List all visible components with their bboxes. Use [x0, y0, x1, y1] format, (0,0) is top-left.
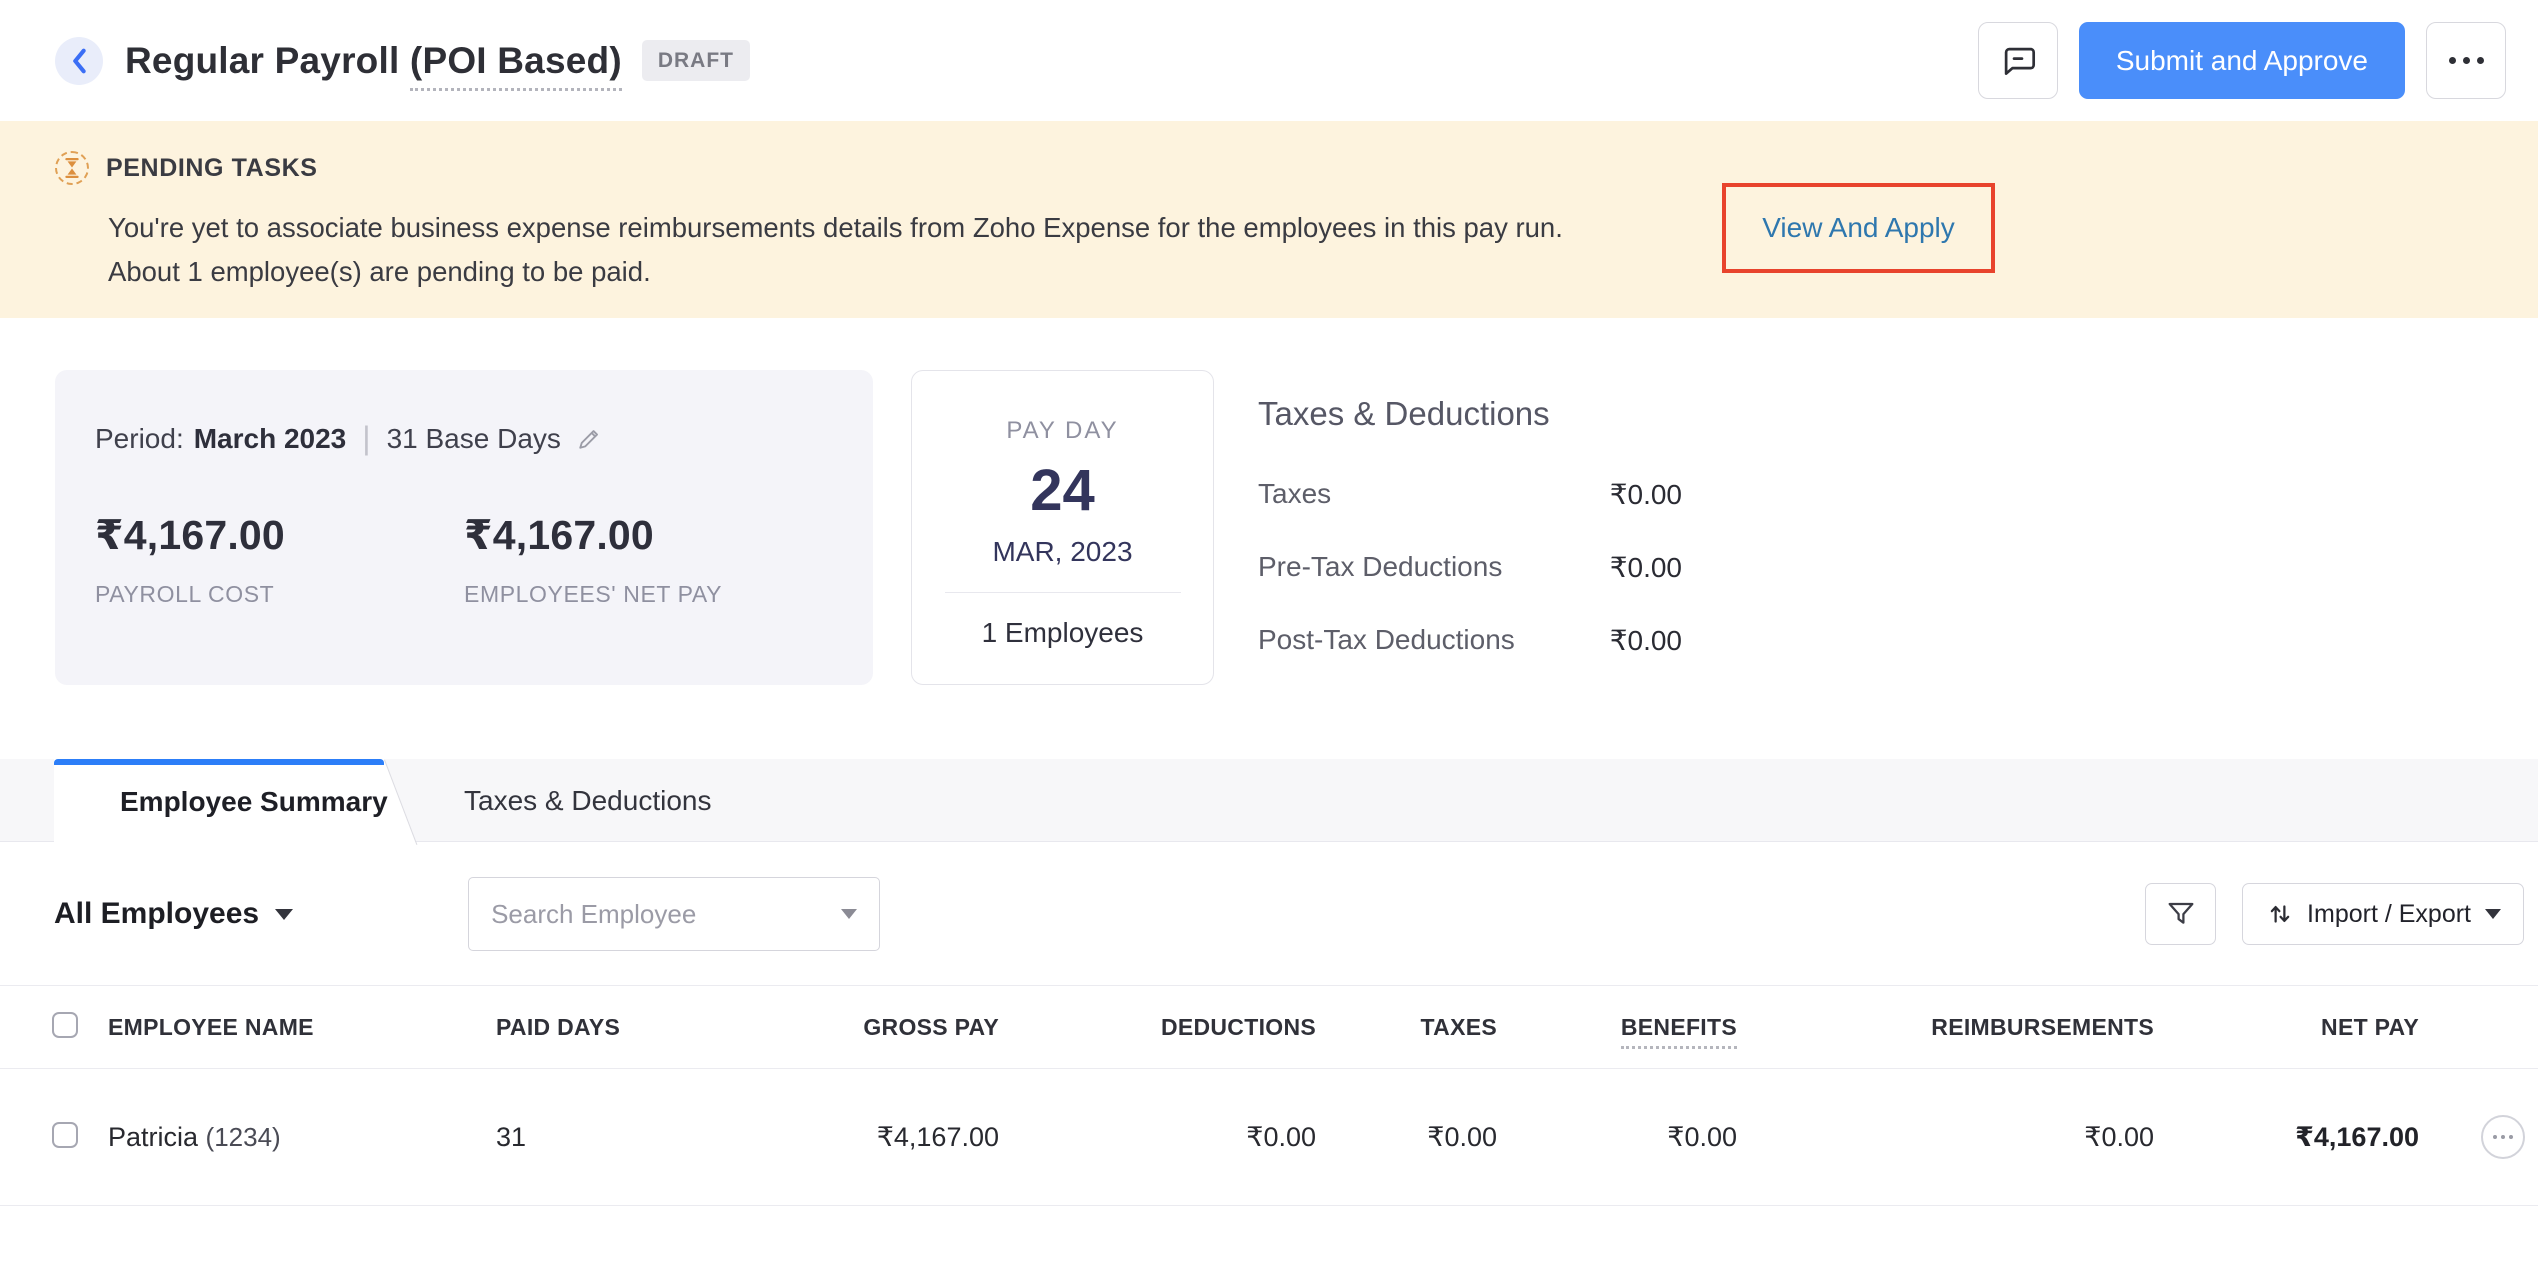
- net-pay-cell: ₹4,167.00: [2295, 1121, 2419, 1152]
- view-and-apply-highlight-box: View And Apply: [1722, 183, 1995, 273]
- page-title: Regular Payroll (POI Based): [125, 39, 622, 91]
- period-value: March 2023: [193, 422, 347, 454]
- paid-days-cell: 31: [496, 1121, 527, 1152]
- search-dropdown-icon: [841, 909, 858, 919]
- summary-cards: Period: March 2023 | 31 Base Days ₹4,167…: [0, 370, 2538, 693]
- period-line: Period: March 2023 | 31 Base Days: [95, 420, 833, 457]
- search-placeholder: Search Employee: [491, 898, 697, 929]
- tabs-bar: Employee Summary Taxes & Deductions: [0, 759, 2538, 846]
- taxes-deductions-panel: Taxes & Deductions Taxes ₹0.00 Pre-Tax D…: [1258, 370, 1682, 693]
- more-options-button[interactable]: [2426, 22, 2506, 99]
- employee-id: (1234): [205, 1121, 281, 1152]
- payday-divider: [944, 592, 1181, 593]
- row-actions-button[interactable]: [2481, 1115, 2525, 1159]
- amounts-row: ₹4,167.00 PAYROLL COST ₹4,167.00 EMPLOYE…: [95, 511, 833, 608]
- employee-toolbar: All Employees Search Employee Import / E…: [0, 843, 2538, 985]
- chevron-down-icon: [2485, 909, 2501, 919]
- taxes-label: Taxes: [1258, 478, 1332, 509]
- back-button[interactable]: [55, 36, 103, 85]
- submit-and-approve-button[interactable]: Submit and Approve: [2078, 22, 2405, 99]
- col-benefits: BENEFITS: [1497, 1013, 1737, 1049]
- employee-summary-table: EMPLOYEE NAME PAID DAYS GROSS PAY DEDUCT…: [0, 985, 2538, 1206]
- page-title-poi: (POI Based): [409, 39, 622, 91]
- payroll-cost-value: ₹4,167.00: [95, 512, 285, 558]
- tab-employee-summary[interactable]: Employee Summary: [54, 759, 474, 846]
- payday-employee-count: 1 Employees: [981, 617, 1144, 648]
- taxes-panel-title: Taxes & Deductions: [1258, 395, 1550, 432]
- tab-taxes-deductions[interactable]: Taxes & Deductions: [464, 784, 712, 816]
- filter-button[interactable]: [2145, 883, 2217, 945]
- view-and-apply-link[interactable]: View And Apply: [1762, 212, 1955, 243]
- edit-period-icon[interactable]: [575, 425, 603, 453]
- banner-message: You're yet to associate business expense…: [108, 206, 2483, 294]
- tab-employee-summary-label: Employee Summary: [120, 785, 388, 817]
- topbar: Regular Payroll (POI Based) DRAFT Submit…: [0, 0, 2538, 121]
- col-paid-days: PAID DAYS: [496, 1013, 621, 1040]
- taxes-row: Taxes ₹0.00: [1258, 474, 1682, 514]
- page-title-main: Regular Payroll: [125, 39, 410, 81]
- pretax-label: Pre-Tax Deductions: [1258, 551, 1503, 582]
- base-days: 31 Base Days: [386, 422, 561, 454]
- pretax-value: ₹0.00: [1609, 551, 1682, 583]
- hourglass-icon: [55, 151, 89, 185]
- select-all-checkbox[interactable]: [52, 1011, 78, 1038]
- col-gross-pay: GROSS PAY: [863, 1013, 999, 1040]
- employee-row: Patricia (1234) 31 ₹4,167.00 ₹0.00 ₹0.00…: [0, 1069, 2538, 1206]
- import-export-button[interactable]: Import / Export: [2242, 883, 2524, 945]
- col-taxes: TAXES: [1420, 1013, 1497, 1040]
- banner-title: PENDING TASKS: [106, 153, 318, 182]
- col-employee-name: EMPLOYEE NAME: [108, 1013, 314, 1040]
- payroll-cost-block: ₹4,167.00 PAYROLL COST: [95, 511, 464, 608]
- period-separator: |: [362, 420, 371, 456]
- ellipsis-icon: [2448, 57, 2484, 64]
- search-employee-input[interactable]: Search Employee: [468, 877, 881, 951]
- net-pay-label: EMPLOYEES' NET PAY: [464, 581, 723, 607]
- pending-tasks-banner: PENDING TASKS You're yet to associate bu…: [0, 121, 2538, 318]
- comment-icon: [1999, 42, 2037, 80]
- employee-name-cell[interactable]: Patricia (1234): [108, 1121, 281, 1152]
- gross-pay-cell: ₹4,167.00: [876, 1121, 999, 1152]
- net-pay-block: ₹4,167.00 EMPLOYEES' NET PAY: [464, 511, 833, 608]
- table-header-row: EMPLOYEE NAME PAID DAYS GROSS PAY DEDUCT…: [0, 985, 2538, 1069]
- reimbursements-cell: ₹0.00: [2084, 1121, 2154, 1152]
- posttax-label: Post-Tax Deductions: [1258, 624, 1515, 655]
- payday-month-year: MAR, 2023: [992, 536, 1133, 567]
- payday-card: PAY DAY 24 MAR, 2023 1 Employees: [911, 370, 1214, 685]
- period-summary-card: Period: March 2023 | 31 Base Days ₹4,167…: [55, 370, 873, 685]
- row-actions-cell: [2481, 1115, 2538, 1159]
- tabs-background: [0, 759, 2538, 842]
- taxes-cell: ₹0.00: [1427, 1121, 1497, 1152]
- import-export-icon: [2265, 898, 2295, 930]
- period-label: Period:: [95, 422, 184, 454]
- funnel-icon: [2165, 898, 2197, 930]
- chevron-left-icon: [69, 46, 89, 76]
- benefits-cell: ₹0.00: [1667, 1121, 1737, 1152]
- comments-button[interactable]: [1977, 22, 2058, 99]
- col-net-pay: NET PAY: [2321, 1013, 2419, 1040]
- pretax-row: Pre-Tax Deductions ₹0.00: [1258, 547, 1682, 587]
- import-export-label: Import / Export: [2307, 899, 2471, 928]
- employee-filter-dropdown[interactable]: All Employees: [54, 897, 294, 931]
- status-badge: DRAFT: [641, 40, 750, 81]
- payday-label: PAY DAY: [1006, 417, 1119, 444]
- posttax-row: Post-Tax Deductions ₹0.00: [1258, 620, 1682, 660]
- deductions-cell: ₹0.00: [1246, 1121, 1316, 1152]
- col-deductions: DEDUCTIONS: [1160, 1013, 1316, 1040]
- taxes-panel-rows: Taxes ₹0.00 Pre-Tax Deductions ₹0.00 Pos…: [1258, 474, 1682, 660]
- banner-line-2: About 1 employee(s) are pending to be pa…: [108, 256, 651, 287]
- employee-filter-label: All Employees: [54, 897, 260, 930]
- chevron-down-icon: [275, 908, 294, 920]
- active-tab-shape: [54, 759, 416, 844]
- payday-day: 24: [1030, 458, 1095, 523]
- banner-heading-row: PENDING TASKS: [55, 151, 2483, 185]
- banner-line-1: You're yet to associate business expense…: [108, 212, 1563, 243]
- payroll-cost-label: PAYROLL COST: [95, 581, 275, 607]
- posttax-value: ₹0.00: [1609, 624, 1682, 656]
- col-reimbursements: REIMBURSEMENTS: [1931, 1013, 2154, 1040]
- active-tab-indicator: [54, 759, 384, 765]
- net-pay-value: ₹4,167.00: [464, 512, 654, 558]
- taxes-value: ₹0.00: [1609, 478, 1682, 510]
- row-checkbox[interactable]: [52, 1121, 78, 1148]
